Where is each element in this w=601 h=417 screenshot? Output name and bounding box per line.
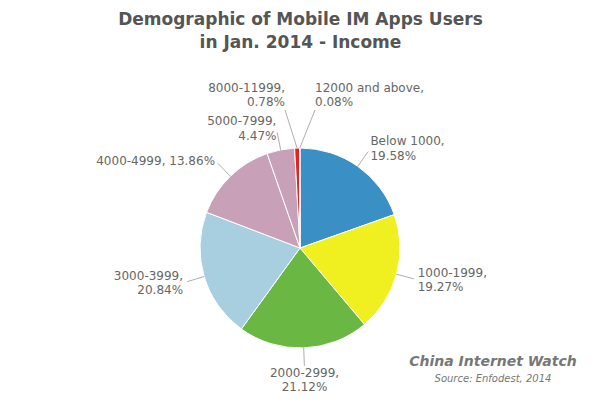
svg-text:12000 and above,0.08%: 12000 and above,0.08% [315,81,424,109]
html-text:Source: Enfodest, 2014: Source: Enfodest, 2014 [434,373,552,384]
svg-text:8000-11999,0.78%: 8000-11999,0.78% [208,81,285,109]
svg-text:1000-1999,19.27%: 1000-1999,19.27% [418,266,487,294]
html-text:Demographic of Mobile IM Apps: Demographic of Mobile IM Apps Users in J… [118,9,483,52]
svg-text:2000-2999,21.12%: 2000-2999,21.12% [270,366,339,394]
svg-text:3000-3999,20.84%: 3000-3999,20.84% [114,269,183,297]
svg-text:4000-4999, 13.86%: 4000-4999, 13.86% [96,154,215,168]
html-text:China Internet Watch: China Internet Watch [409,353,577,369]
svg-text:Below 1000,19.58%: Below 1000,19.58% [370,134,444,162]
svg-text:5000-7999,4.47%: 5000-7999,4.47% [207,114,276,142]
